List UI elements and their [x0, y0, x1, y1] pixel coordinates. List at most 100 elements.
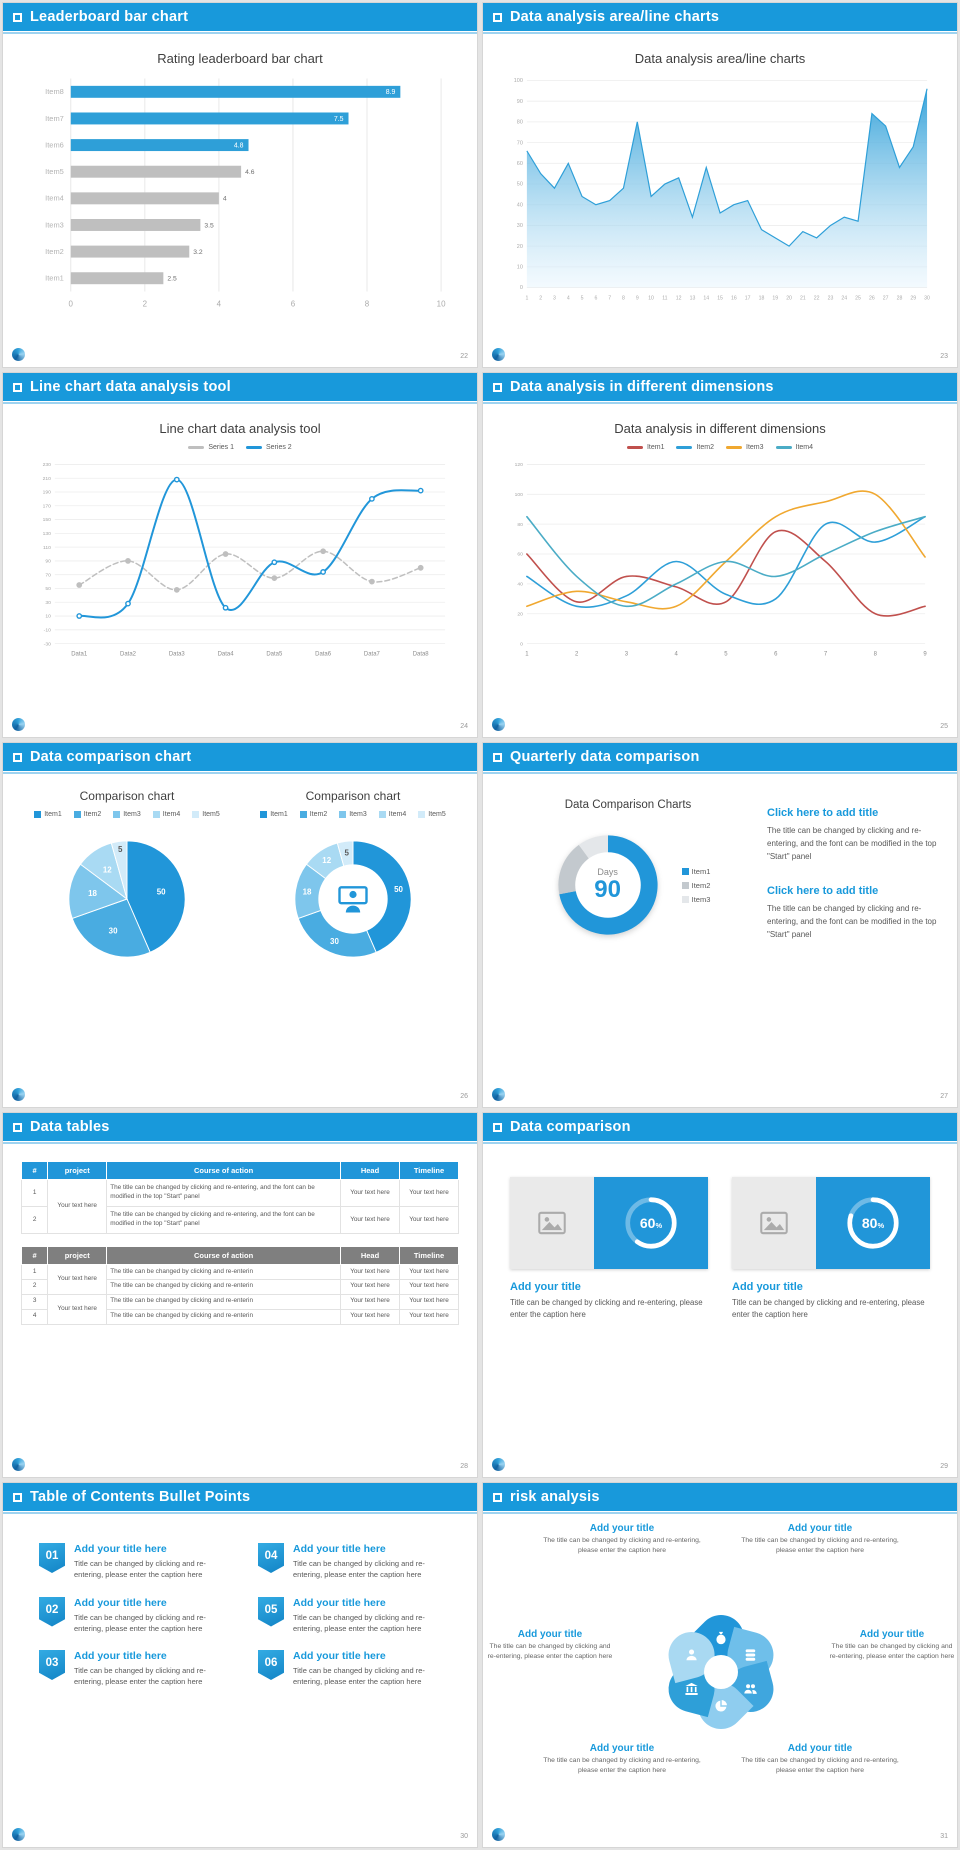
svg-text:6: 6 [774, 652, 778, 658]
table-row: 1 Your text here The title can be changed … [20, 1179, 460, 1234]
slide-header: Quarterly data comparison [483, 743, 957, 771]
svg-text:4: 4 [567, 295, 570, 301]
comparison-card: 60 % [510, 1177, 708, 1269]
slide-risk-analysis[interactable]: risk analysis Add your title The title c… [482, 1482, 958, 1848]
svg-text:7: 7 [608, 295, 611, 301]
legend-item: Item3 [113, 811, 141, 818]
svg-text:30: 30 [109, 926, 118, 935]
risk-title: Add your title [517, 1629, 583, 1640]
toc-item: 05 Add your title here Title can be chan… [258, 1596, 441, 1635]
risk-caption: The title can be changed by clicking and… [543, 1757, 701, 1775]
legend-label: Item3 [349, 811, 367, 818]
risk-caption: The title can be changed by clicking and… [487, 1643, 613, 1661]
toc-text: Add your title here Title can be changed… [74, 1650, 222, 1688]
legend-label: Item2 [691, 880, 711, 890]
legend-label: Item4 [795, 444, 814, 451]
page-number: 25 [940, 723, 948, 730]
svg-text:Item3: Item3 [45, 220, 64, 229]
svg-text:30: 30 [517, 223, 523, 229]
header-accent-strip [3, 1511, 477, 1514]
header-accent-strip [3, 31, 477, 34]
donut-column: Comparison chart Item1 Item2 Item3 Item4 Ite… [253, 789, 453, 974]
svg-text:Item1: Item1 [45, 274, 64, 283]
svg-text:130: 130 [43, 531, 52, 537]
brand-logo [492, 1828, 505, 1841]
slide-data-comparison-chart[interactable]: Data comparison chart Comparison chart I… [2, 742, 478, 1108]
number-badge: 02 [39, 1596, 65, 1627]
page-number: 23 [940, 353, 948, 360]
svg-text:30: 30 [330, 937, 339, 946]
page-number: 29 [940, 1463, 948, 1470]
svg-text:24: 24 [841, 295, 847, 301]
svg-text:5: 5 [724, 652, 728, 658]
svg-text:3: 3 [553, 295, 556, 301]
block-title: Click here to add title [767, 885, 879, 898]
users-petal [722, 1660, 779, 1718]
svg-text:4.8: 4.8 [234, 142, 244, 149]
brand-logo [12, 1828, 25, 1841]
text-blocks: Click here to add title The title can be… [767, 791, 937, 1085]
risk-caption: The title can be changed by clicking and… [543, 1537, 701, 1555]
table-row: 4 The title can be changed by clicking an… [20, 1308, 460, 1325]
legend-label: Item2 [83, 811, 102, 818]
slide-dimension-lines[interactable]: Data analysis in different dimensions Da… [482, 372, 958, 738]
text-block: Click here to add title The title can be… [767, 885, 937, 941]
slide-body: Line chart data analysis tool Series 1 Se… [3, 407, 477, 715]
svg-text:5: 5 [118, 845, 123, 854]
slide-toc-bullets[interactable]: Table of Contents Bullet Points 01 Add y… [2, 1482, 478, 1848]
risk-caption: The title can be changed by clicking and… [829, 1643, 955, 1661]
svg-text:11: 11 [662, 295, 667, 301]
slide-header-title: Table of Contents Bullet Points [30, 1489, 251, 1505]
cards-row: 60 % Add your title Title can be changed… [483, 1147, 957, 1321]
slide-leaderboard-bar-chart[interactable]: Leaderboard bar chart Rating leaderboard… [2, 2, 478, 368]
legend-item: Item4 [152, 811, 180, 818]
legend-swatch [775, 446, 792, 449]
toc-title: Add your title here [74, 1596, 167, 1609]
slide-line-chart-tool[interactable]: Line chart data analysis tool Line chart… [2, 372, 478, 738]
legend-item: Item1 [626, 444, 664, 451]
user-petal [663, 1626, 720, 1684]
block-title: Click here to add title [767, 807, 879, 819]
slide-area-line-charts[interactable]: Data analysis area/line charts Data anal… [482, 2, 958, 368]
slide-quarterly-comparison[interactable]: Quarterly data comparison Data Compariso… [482, 742, 958, 1108]
slide-body: 01 Add your title here Title can be chan… [3, 1517, 477, 1825]
svg-text:100: 100 [515, 492, 524, 498]
aperture-hole [704, 1655, 738, 1689]
legend-item: Item5 [192, 811, 220, 818]
header-accent-strip [3, 401, 477, 404]
legend-label: Series 2 [266, 444, 292, 451]
svg-text:Item2: Item2 [45, 247, 64, 256]
legend-swatch [726, 446, 742, 449]
toc-text: Add your title here Title can be changed… [293, 1597, 441, 1635]
toc-caption: Title can be changed by clicking and re-… [293, 1612, 425, 1633]
svg-text:12: 12 [676, 295, 682, 301]
table-row: 3 Your text here The title can be changed … [20, 1293, 460, 1325]
chart-legend: Item1 Item2 Item3 Item4 [483, 444, 957, 451]
svg-text:21: 21 [800, 295, 806, 301]
svg-text:20: 20 [517, 244, 523, 250]
svg-text:80: 80 [517, 522, 523, 528]
percent-panel: 80 % [816, 1177, 930, 1269]
svg-text:23: 23 [828, 295, 834, 301]
slide-body: Data Comparison Charts Days 90 Item1 Item… [483, 777, 957, 1085]
svg-text:4: 4 [223, 196, 227, 203]
svg-text:60: 60 [517, 552, 523, 558]
svg-text:28: 28 [897, 295, 903, 301]
header-square-icon [493, 1122, 502, 1132]
page-number: 27 [940, 1093, 948, 1100]
users-icon [743, 1682, 757, 1696]
legend-swatch [73, 811, 81, 818]
risk-block: Add your title The title can be changed … [485, 1629, 615, 1662]
slide-data-tables[interactable]: Data tables # project Course of action Head… [2, 1112, 478, 1478]
header-square-icon [13, 1492, 22, 1502]
image-placeholder-icon [732, 1177, 816, 1269]
page-number: 30 [460, 1833, 468, 1840]
chart-legend: Item1 Item2 Item3 [681, 867, 711, 904]
risk-title: Add your title [787, 1523, 853, 1534]
legend-item: Series 1 [188, 444, 234, 451]
svg-text:7.5: 7.5 [334, 116, 344, 123]
svg-text:110: 110 [43, 545, 51, 551]
svg-text:5: 5 [344, 848, 349, 857]
slide-header: Data tables [3, 1113, 477, 1141]
slide-data-comparison-cards[interactable]: Data comparison 60 % [482, 1112, 958, 1478]
